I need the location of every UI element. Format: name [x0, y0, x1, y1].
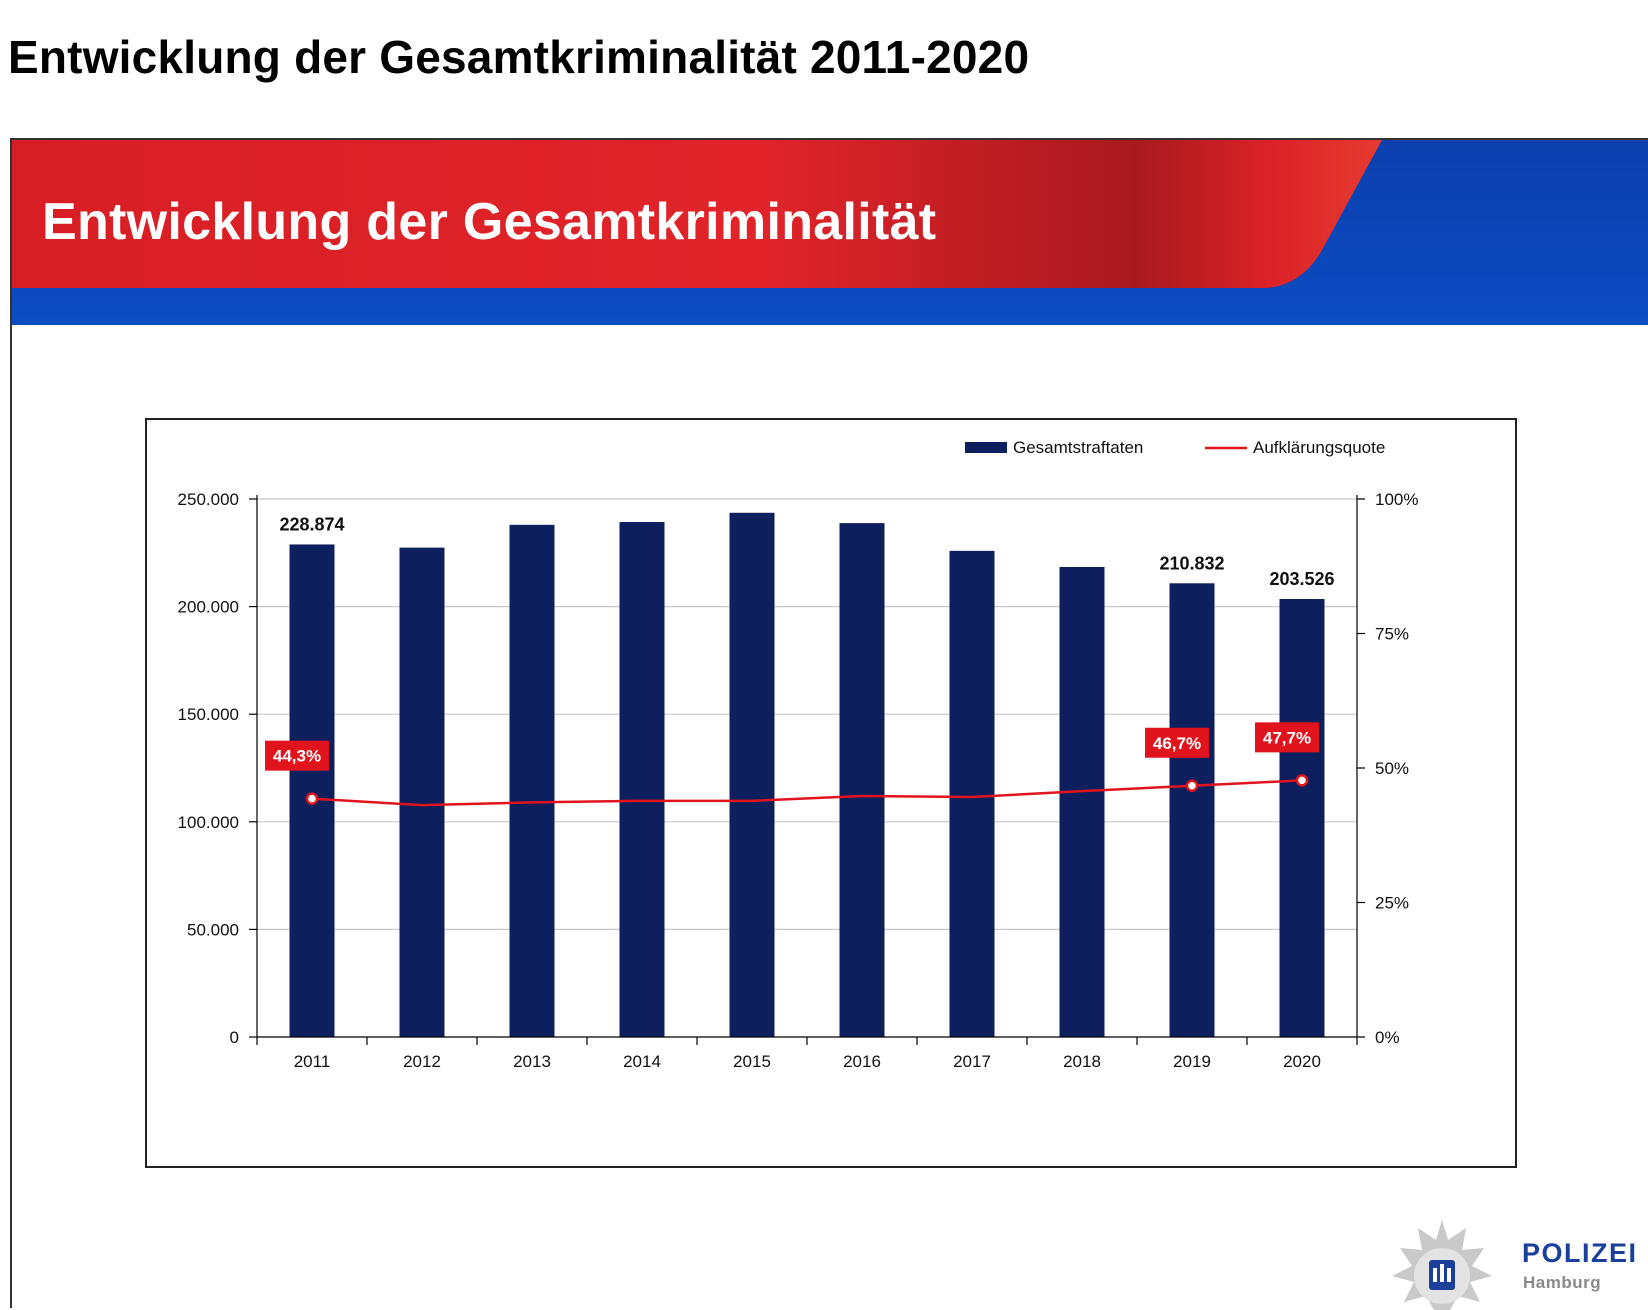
line-aufklaerungsquote — [311, 779, 1303, 807]
line-data-label-box — [265, 740, 329, 771]
legend-label-gesamtstraftaten: Gesamtstraftaten — [1013, 438, 1143, 457]
line-data-label-box — [1145, 727, 1209, 758]
line-data-label: 47,7% — [1263, 728, 1311, 747]
polizei-hamburg-logo: POLIZEI Hamburg — [1382, 1218, 1642, 1310]
x-tick-label: 2019 — [1173, 1052, 1211, 1071]
line-marker — [305, 792, 319, 805]
logo-text-polizei: POLIZEI — [1522, 1238, 1638, 1268]
y-right-tick-label: 75% — [1375, 625, 1409, 644]
banner-title: Entwicklung der Gesamtkriminalität — [42, 193, 937, 251]
y-right-tick-label: 100% — [1375, 490, 1418, 509]
line-data-label-box — [1255, 722, 1319, 753]
y-left-tick-label: 0 — [230, 1028, 239, 1047]
x-tick-label: 2011 — [294, 1052, 331, 1071]
bar-2020 — [1279, 599, 1325, 1037]
y-left-tick-label: 50.000 — [187, 920, 239, 939]
x-tick-label: 2018 — [1063, 1052, 1101, 1071]
x-tick-label: 2020 — [1283, 1052, 1321, 1071]
x-tick-label: 2014 — [623, 1052, 661, 1071]
x-tick-label: 2016 — [843, 1052, 881, 1071]
chart-frame: 0 50.000 100.000 150.000 200.000 250.000 0% 25%… — [145, 418, 1517, 1168]
bar-data-label: 203.526 — [1269, 569, 1334, 589]
page-title: Entwicklung der Gesamtkriminalität 2011-… — [8, 31, 1030, 83]
x-tick-label: 2017 — [953, 1052, 991, 1071]
x-tick-label: 2013 — [513, 1052, 551, 1071]
police-star-emblem — [1392, 1220, 1492, 1310]
line-marker — [1185, 779, 1199, 793]
y-left-tick-label: 200.000 — [178, 598, 239, 617]
bar-2015 — [729, 512, 775, 1037]
line-data-label: 46,7% — [1153, 734, 1201, 753]
y-right-tick-label: 50% — [1375, 759, 1409, 778]
y-right-tick-label: 0% — [1375, 1028, 1400, 1047]
bar-data-label: 210.832 — [1159, 553, 1224, 573]
combo-chart: 0 50.000 100.000 150.000 200.000 250.000 0% 25%… — [178, 438, 1419, 1071]
bar-2018 — [1059, 567, 1105, 1037]
bar-2016 — [839, 523, 885, 1037]
bar-2011 — [289, 544, 335, 1037]
legend-label-aufklaerungsquote: Aufklärungsquote — [1253, 438, 1385, 457]
logo-text-hamburg: Hamburg — [1523, 1273, 1602, 1292]
bar-2013 — [509, 524, 555, 1037]
line-marker — [1295, 774, 1309, 787]
slide-banner — [12, 140, 1648, 325]
legend-swatch-gesamtstraftaten — [965, 442, 1007, 453]
y-left-tick-label: 100.000 — [178, 813, 239, 832]
x-tick-label: 2012 — [403, 1052, 441, 1071]
line-data-label: 44,3% — [273, 747, 321, 766]
bar-2012 — [399, 547, 445, 1037]
y-left-tick-label: 250.000 — [178, 490, 239, 509]
slide: Entwicklung der Gesamtkriminalität 0 50.0… — [10, 138, 1648, 1310]
x-tick-label: 2015 — [733, 1052, 771, 1071]
bar-2017 — [949, 550, 995, 1037]
bar-data-label: 228.874 — [279, 514, 344, 534]
y-right-tick-label: 25% — [1375, 894, 1409, 913]
bar-2019 — [1169, 583, 1215, 1037]
bar-2014 — [619, 522, 665, 1037]
y-left-tick-label: 150.000 — [178, 705, 239, 724]
